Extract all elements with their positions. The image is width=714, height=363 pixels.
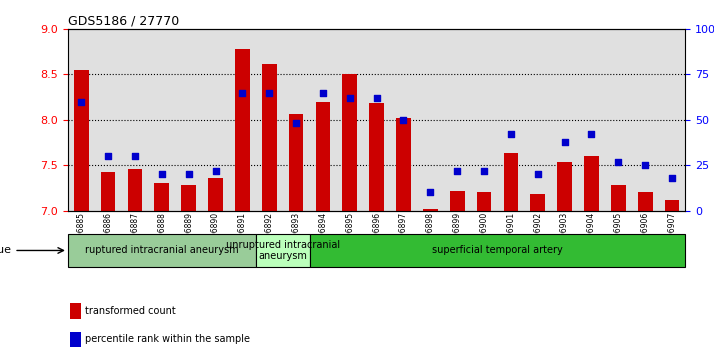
Bar — [444, 29, 471, 211]
Bar — [450, 191, 465, 211]
Point — [236, 90, 248, 95]
Bar — [584, 156, 599, 211]
Text: GDS5186 / 27770: GDS5186 / 27770 — [68, 15, 179, 28]
Bar — [578, 29, 605, 211]
Bar — [181, 185, 196, 211]
Bar — [611, 185, 625, 211]
Bar — [638, 192, 653, 211]
Bar — [74, 70, 89, 211]
Bar — [551, 29, 578, 211]
Point — [156, 171, 168, 177]
Bar — [128, 169, 142, 211]
Bar — [524, 29, 551, 211]
Point — [451, 168, 463, 174]
Bar — [477, 192, 491, 211]
Point — [263, 90, 275, 95]
Bar — [309, 234, 685, 267]
Bar — [175, 29, 202, 211]
Bar — [70, 303, 81, 319]
Bar — [229, 29, 256, 211]
Bar — [605, 29, 632, 211]
Bar — [309, 29, 336, 211]
Bar — [95, 29, 121, 211]
Point — [666, 175, 678, 181]
Bar — [658, 29, 685, 211]
Point — [183, 171, 194, 177]
Point — [371, 95, 382, 101]
Point — [344, 95, 356, 101]
Point — [559, 139, 570, 144]
Point — [478, 168, 490, 174]
Point — [129, 153, 141, 159]
Bar — [336, 29, 363, 211]
Bar — [423, 209, 438, 211]
Point — [102, 153, 114, 159]
Bar — [417, 29, 444, 211]
Point — [398, 117, 409, 123]
Point — [425, 189, 436, 195]
Point — [210, 168, 221, 174]
Bar — [665, 200, 680, 211]
Point — [640, 162, 651, 168]
Bar — [396, 118, 411, 211]
Bar — [70, 331, 81, 347]
Text: percentile rank within the sample: percentile rank within the sample — [85, 334, 250, 344]
Bar — [101, 172, 116, 211]
Bar — [235, 49, 250, 211]
Bar — [121, 29, 149, 211]
Bar — [557, 162, 572, 211]
Bar — [208, 178, 223, 211]
Point — [76, 99, 87, 105]
Bar — [262, 64, 276, 211]
Text: unruptured intracranial
aneurysm: unruptured intracranial aneurysm — [226, 240, 340, 261]
Point — [613, 159, 624, 164]
Bar — [68, 234, 256, 267]
Bar — [149, 29, 175, 211]
Point — [532, 171, 543, 177]
Bar — [288, 114, 303, 211]
Bar — [632, 29, 658, 211]
Bar — [283, 29, 309, 211]
Bar — [390, 29, 417, 211]
Text: transformed count: transformed count — [85, 306, 176, 316]
Bar — [154, 183, 169, 211]
Bar — [256, 234, 309, 267]
Text: superficial temporal artery: superficial temporal artery — [432, 245, 563, 256]
Bar — [471, 29, 498, 211]
Bar — [316, 102, 331, 211]
Bar — [343, 74, 357, 211]
Bar — [256, 29, 283, 211]
Bar — [363, 29, 390, 211]
Point — [506, 131, 517, 137]
Bar — [68, 29, 95, 211]
Bar — [202, 29, 229, 211]
Point — [317, 90, 328, 95]
Point — [291, 121, 302, 126]
Bar — [531, 194, 545, 211]
Text: tissue: tissue — [0, 245, 11, 256]
Bar — [369, 103, 384, 211]
Text: ruptured intracranial aneurysm: ruptured intracranial aneurysm — [85, 245, 238, 256]
Bar — [498, 29, 524, 211]
Point — [585, 131, 597, 137]
Bar — [503, 153, 518, 211]
